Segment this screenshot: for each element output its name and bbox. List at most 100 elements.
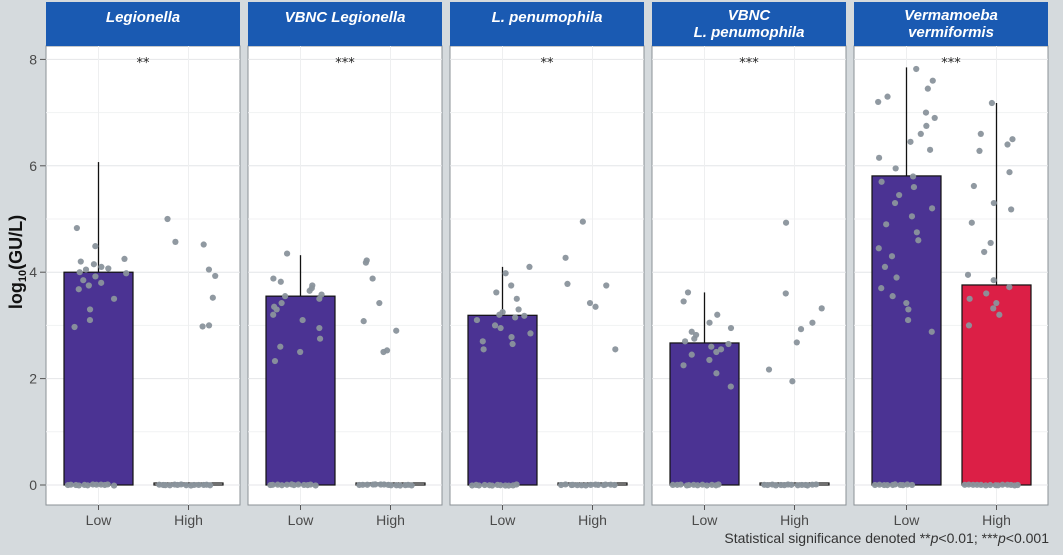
- data-point: [86, 306, 94, 313]
- data-point: [928, 205, 936, 212]
- x-tick-label: Low: [894, 512, 921, 528]
- data-point: [782, 290, 789, 297]
- data-point: [278, 299, 285, 307]
- data-point: [694, 482, 701, 489]
- data-point: [875, 154, 883, 161]
- bar: [265, 295, 336, 486]
- data-point: [360, 318, 367, 325]
- data-point: [582, 482, 589, 489]
- data-point: [80, 277, 87, 284]
- data-point: [910, 183, 918, 191]
- data-point: [990, 277, 997, 284]
- data-point: [508, 282, 515, 289]
- panel-strip: [46, 2, 240, 46]
- data-point: [875, 245, 882, 252]
- data-point: [1008, 206, 1015, 213]
- data-point: [717, 346, 725, 353]
- data-point: [295, 481, 302, 488]
- data-point: [793, 339, 800, 346]
- data-point: [178, 481, 185, 488]
- data-point: [502, 270, 509, 277]
- data-point: [277, 278, 284, 285]
- facet-panel: VBNC Legionella *** Low High: [247, 2, 443, 528]
- data-point: [209, 294, 216, 301]
- data-point: [688, 351, 695, 358]
- data-point: [85, 282, 92, 289]
- data-point: [75, 482, 83, 489]
- data-point: [725, 340, 732, 348]
- data-point: [977, 130, 984, 137]
- bar: [63, 271, 134, 486]
- data-point: [564, 280, 571, 288]
- data-point: [966, 295, 973, 302]
- data-point: [913, 229, 920, 236]
- facet-panel: L. penumophila ** Low High: [449, 2, 645, 528]
- data-point: [473, 316, 481, 324]
- data-point: [579, 218, 586, 225]
- significance-marker: ***: [739, 56, 759, 71]
- data-point: [788, 481, 795, 488]
- data-point: [913, 65, 920, 73]
- data-point: [907, 138, 914, 145]
- data-point: [677, 481, 684, 488]
- data-point: [892, 481, 899, 488]
- data-point: [708, 343, 715, 350]
- data-point: [306, 287, 313, 294]
- data-point: [166, 482, 174, 489]
- y-tick-label: 6: [29, 158, 37, 174]
- data-point: [491, 322, 499, 329]
- y-axis-label: log10(GU/L): [6, 215, 29, 309]
- x-tick-label: Low: [490, 512, 517, 528]
- data-point: [691, 335, 698, 342]
- data-point: [797, 326, 805, 333]
- data-point: [212, 272, 219, 280]
- data-point: [121, 255, 128, 262]
- data-point: [970, 182, 977, 190]
- panel-title: Vermamoeba: [904, 7, 998, 24]
- panel-title: Legionella: [106, 9, 180, 26]
- data-point: [917, 130, 924, 137]
- data-point: [521, 312, 528, 319]
- data-point: [67, 481, 75, 488]
- panel-title: VBNC Legionella: [285, 9, 406, 26]
- y-tick-label: 4: [29, 264, 37, 280]
- data-point: [714, 311, 721, 318]
- data-point: [804, 482, 811, 489]
- data-point: [270, 311, 277, 318]
- panel-title: VBNC: [728, 7, 772, 24]
- data-point: [1006, 283, 1013, 291]
- data-point: [393, 327, 400, 334]
- data-point: [183, 482, 190, 489]
- y-axis-label-subscript: 10: [17, 270, 29, 282]
- data-point: [104, 481, 111, 488]
- data-point: [372, 481, 379, 488]
- data-point: [987, 239, 994, 247]
- data-point: [681, 338, 689, 345]
- data-point: [893, 274, 900, 281]
- data-point: [278, 482, 285, 489]
- x-tick-label: Low: [288, 512, 315, 528]
- data-point: [270, 275, 277, 282]
- data-point: [164, 215, 171, 223]
- data-point: [612, 346, 619, 353]
- bar: [759, 482, 830, 486]
- data-point: [98, 263, 105, 270]
- panel-strip: [248, 2, 442, 46]
- data-point: [190, 481, 198, 489]
- data-point: [271, 357, 279, 365]
- data-point: [362, 259, 369, 266]
- data-point: [93, 481, 100, 488]
- data-point: [71, 323, 78, 331]
- data-point: [86, 316, 94, 324]
- data-point: [277, 343, 284, 350]
- data-point: [764, 481, 771, 489]
- data-point: [996, 311, 1003, 318]
- data-point: [680, 298, 687, 305]
- y-tick-label: 0: [29, 477, 37, 493]
- data-point: [526, 263, 533, 270]
- data-point: [929, 77, 936, 84]
- data-point: [364, 481, 371, 488]
- data-point: [316, 335, 324, 342]
